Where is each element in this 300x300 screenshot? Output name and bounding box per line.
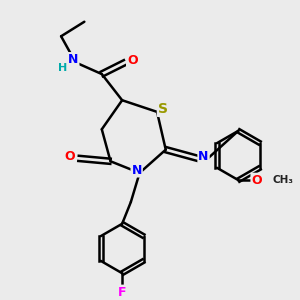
Text: O: O bbox=[64, 150, 75, 164]
Text: H: H bbox=[58, 63, 67, 73]
Text: O: O bbox=[127, 55, 138, 68]
Text: N: N bbox=[198, 150, 209, 164]
Text: CH₃: CH₃ bbox=[272, 175, 293, 185]
Text: N: N bbox=[131, 164, 142, 176]
Text: N: N bbox=[68, 53, 79, 66]
Text: F: F bbox=[118, 286, 126, 298]
Text: O: O bbox=[251, 174, 262, 187]
Text: S: S bbox=[158, 102, 168, 116]
